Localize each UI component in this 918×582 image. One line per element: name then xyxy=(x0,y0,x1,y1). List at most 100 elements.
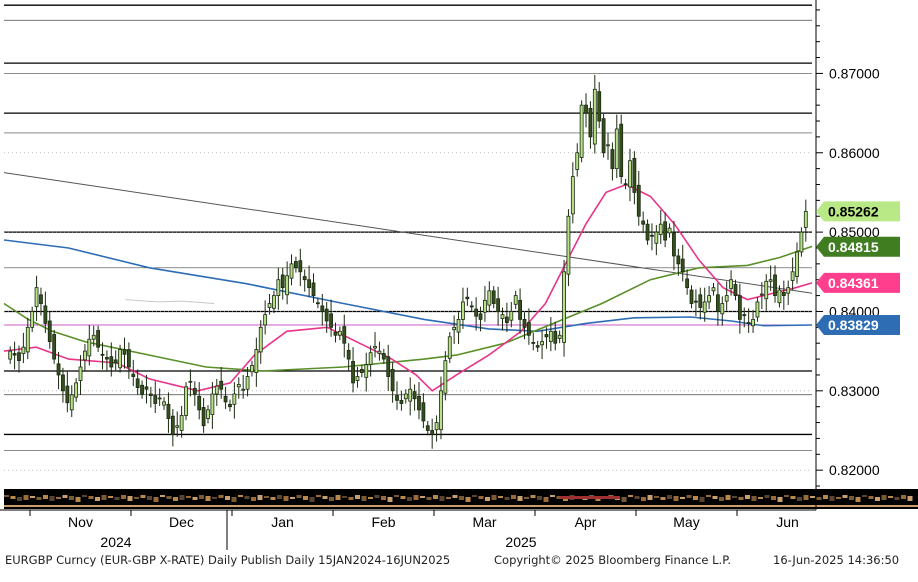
y-tick-label: 0.82000 xyxy=(829,462,880,478)
volume-bar xyxy=(621,497,627,502)
x-month-label: Dec xyxy=(169,514,194,530)
volume-baseline xyxy=(4,505,918,507)
candle-body xyxy=(632,157,637,193)
candle-body xyxy=(654,231,659,244)
candle-body xyxy=(96,330,101,348)
volume-bar xyxy=(647,495,653,500)
volume-bar xyxy=(309,497,315,502)
volume-bar xyxy=(699,497,705,502)
x-year-label: 2024 xyxy=(100,534,131,550)
volume-bar xyxy=(777,497,783,502)
volume-bar xyxy=(550,495,555,497)
candle-body xyxy=(417,395,421,411)
candle-body xyxy=(733,284,738,296)
volume-bar xyxy=(192,497,198,500)
volume-bar xyxy=(420,496,425,498)
volume-bar xyxy=(95,497,100,501)
volume-bar xyxy=(446,497,451,499)
candle-body xyxy=(91,334,96,340)
volume-bar xyxy=(290,497,295,499)
price-tag-bg xyxy=(816,315,900,336)
volume-bar xyxy=(140,495,146,498)
candle-body xyxy=(645,223,650,241)
candle-body xyxy=(509,311,514,321)
candle-body xyxy=(324,308,329,322)
candle-body xyxy=(241,388,246,391)
volume-bar xyxy=(160,495,165,497)
candle-body xyxy=(781,292,786,296)
volume-bar xyxy=(316,495,321,497)
candle-body xyxy=(553,330,558,344)
volume-bar xyxy=(862,495,867,497)
volume-bar xyxy=(186,496,191,498)
volume-bar xyxy=(69,496,74,500)
candle-body xyxy=(109,356,114,368)
candle-body xyxy=(601,118,606,154)
candle-body xyxy=(715,294,720,312)
volume-bar xyxy=(114,497,120,500)
volume-bar xyxy=(251,497,256,501)
candle-body xyxy=(166,403,171,419)
candle-body xyxy=(74,382,79,398)
volume-bar xyxy=(556,496,562,499)
volume-bar xyxy=(543,497,549,502)
candle-body xyxy=(285,275,290,296)
volume-bar xyxy=(212,497,217,499)
candle-body xyxy=(764,280,769,300)
candle-body xyxy=(491,290,496,304)
candle-body xyxy=(531,342,536,344)
volume-bar xyxy=(147,496,152,500)
volume-bar xyxy=(738,497,744,500)
candle-body xyxy=(210,393,215,416)
candle-body xyxy=(364,364,369,378)
volume-bar xyxy=(745,495,750,499)
volume-bar xyxy=(244,496,250,499)
price-tag-label: 0.83829 xyxy=(828,317,879,333)
volume-bar xyxy=(472,495,477,497)
candle-body xyxy=(619,123,624,177)
volume-bar xyxy=(296,495,302,498)
candle-body xyxy=(83,350,87,361)
volume-bar xyxy=(121,495,126,499)
volume-bar xyxy=(374,495,380,498)
candle-body xyxy=(359,368,364,373)
candle-body xyxy=(575,152,580,170)
volume-bar xyxy=(459,496,464,500)
volume-bar xyxy=(433,495,438,499)
candle-body xyxy=(544,334,549,338)
candle-body xyxy=(87,338,92,357)
trendline-segment xyxy=(3,172,813,294)
volume-bar xyxy=(264,496,269,498)
volume-bar xyxy=(439,496,445,501)
candle-body xyxy=(680,258,685,273)
candle-body xyxy=(548,330,553,343)
candle-body xyxy=(342,326,347,344)
candle-body xyxy=(162,401,166,406)
volume-bar xyxy=(452,495,458,498)
volume-bar xyxy=(836,497,841,499)
candle-body xyxy=(742,314,747,317)
candle-body xyxy=(373,345,377,349)
candle-body xyxy=(333,331,338,336)
candle-body xyxy=(21,346,26,354)
volume-bar xyxy=(36,497,42,500)
candle-body xyxy=(795,251,799,277)
volume-bar xyxy=(62,495,68,498)
candle-body xyxy=(258,326,263,353)
volume-bar xyxy=(322,496,328,499)
candle-body xyxy=(579,104,584,158)
candle-body xyxy=(52,334,57,360)
candle-body xyxy=(12,353,17,356)
candle-body xyxy=(522,318,527,328)
volume-bar xyxy=(225,496,230,500)
volume-bar xyxy=(537,496,542,500)
volume-bar xyxy=(108,496,113,498)
candle-body xyxy=(355,376,360,381)
candle-body xyxy=(540,341,544,346)
volume-bar xyxy=(894,497,900,500)
volume-bar xyxy=(771,496,776,500)
volume-bar xyxy=(810,496,815,498)
volume-bar xyxy=(355,495,360,499)
candle-body xyxy=(650,234,654,237)
candle-body xyxy=(100,353,105,356)
